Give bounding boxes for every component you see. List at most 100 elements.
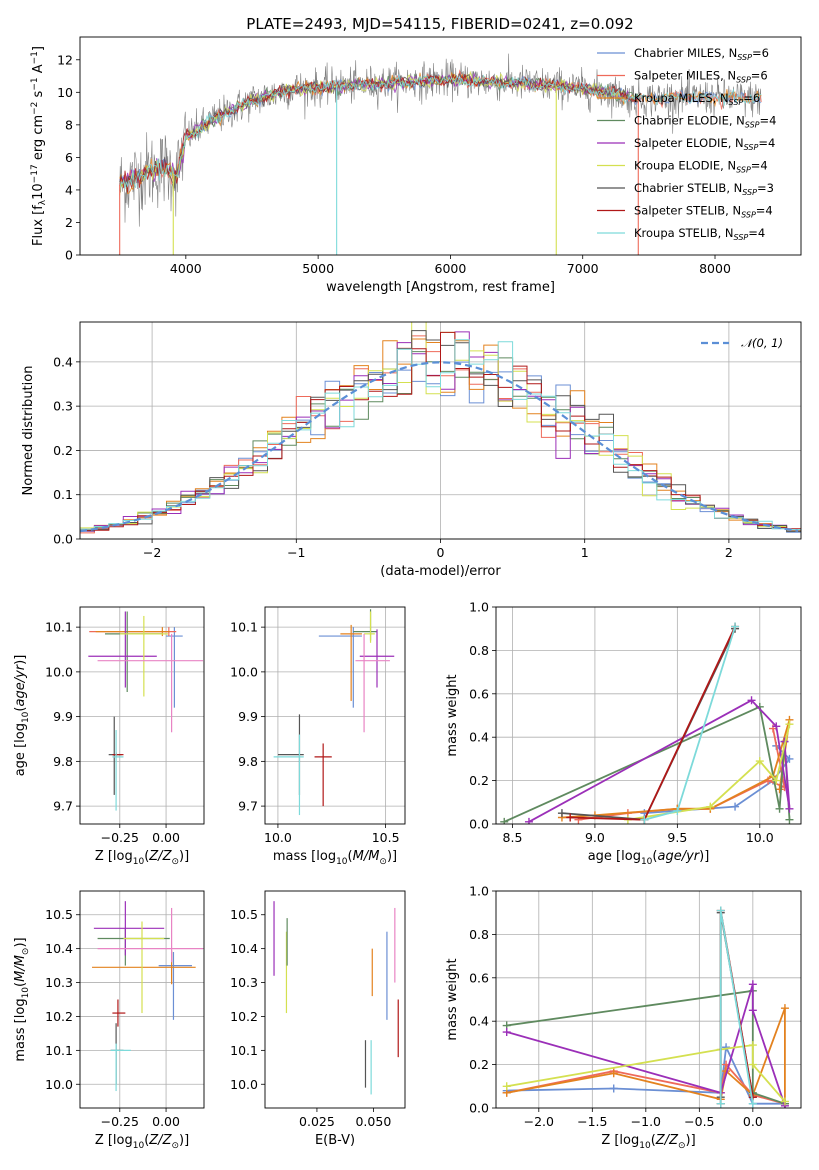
legend-entry: Chabrier ELODIE, NSSP=4: [634, 114, 776, 130]
spectrum-xtick-label: 5000: [302, 261, 334, 276]
mass-vs-Z-xlabel: Z [log10(Z/Z⊙)]: [95, 1133, 189, 1151]
weight-point-marker: [502, 1082, 511, 1091]
residuals-xtick-label: 2: [725, 545, 733, 560]
age-vs-mass-ytick-label: 9.8: [238, 754, 258, 769]
spectrum-frame: [79, 36, 802, 256]
age-vs-Z-frame: [79, 606, 205, 825]
mass-vs-Z-ytick-label: 10.5: [45, 907, 73, 922]
weight-point-marker: [731, 622, 740, 631]
weight-point-marker: [748, 1006, 757, 1015]
residuals-xtick-label: 1: [581, 545, 589, 560]
age-vs-Z-ytick-label: 10.1: [45, 620, 73, 635]
mass-vs-EBV-ytick-label: 10.0: [230, 1077, 258, 1092]
weight-vs-age-ylabel: mass weight: [445, 674, 460, 756]
weight-point-marker: [566, 813, 575, 822]
normal-curve: [80, 361, 799, 533]
weight-vs-age-ytick-label: 0.8: [469, 643, 489, 658]
weight-vs-age-plot-area: [500, 622, 794, 824]
weight-point-marker: [557, 809, 566, 818]
age-vs-Z-xtick-label: 0.00: [152, 830, 180, 845]
mass-vs-Z-ytick-label: 10.0: [45, 1077, 73, 1092]
weight-series-line: [561, 719, 791, 819]
weight-vs-age-xtick-label: 9.0: [585, 830, 605, 845]
weight-point-marker: [772, 776, 781, 785]
spectrum-ytick-label: 2: [65, 215, 73, 230]
weight-point-marker: [748, 1041, 757, 1050]
spectrum-ytick-label: 6: [65, 150, 73, 165]
spectrum-ytick-label: 0: [65, 248, 73, 263]
legend-entry: Kroupa STELIB, NSSP=4: [634, 226, 765, 242]
mass-vs-Z-ylabel: mass [log10(M/M⊙)]: [13, 937, 31, 1061]
weight-point-marker: [785, 815, 794, 824]
weight-point-marker: [780, 1004, 789, 1013]
weight-vs-Z-plot-area: [502, 906, 789, 1108]
legend-entry: 𝒩(0, 1): [741, 336, 783, 350]
age-vs-mass-xtick-label: 10.5: [372, 830, 400, 845]
legend-entry: Salpeter STELIB, NSSP=4: [634, 204, 773, 220]
age-vs-Z-ytick-label: 10.0: [45, 664, 73, 679]
weight-vs-age-xtick-label: 9.5: [667, 830, 687, 845]
spectrum-model-line: [119, 74, 639, 193]
weight-point-marker: [747, 696, 756, 705]
legend-entry: Chabrier MILES, NSSP=6: [634, 46, 769, 62]
residuals-xlabel: (data-model)/error: [380, 564, 501, 579]
mass-vs-EBV-xlabel: E(B-V): [315, 1133, 355, 1148]
residuals-xtick-label: −2: [143, 545, 161, 560]
weight-vs-Z-xtick-label: −1.5: [577, 1114, 607, 1129]
mass-vs-Z-ytick-label: 10.3: [45, 975, 73, 990]
spectrum-ytick-label: 10: [57, 85, 73, 100]
age-vs-mass-xtick-label: 10.0: [264, 830, 292, 845]
age-vs-Z-ytick-label: 9.7: [53, 799, 73, 814]
age-vs-mass-ytick-label: 9.9: [238, 709, 258, 724]
weight-vs-age-frame: [495, 606, 802, 825]
mass-vs-Z-frame: [79, 890, 205, 1109]
weight-point-marker: [748, 1060, 757, 1069]
mass-vs-EBV-ytick-label: 10.3: [230, 975, 258, 990]
spectrum-model-line: [119, 72, 639, 187]
legend-entry: Kroupa ELODIE, NSSP=4: [634, 159, 768, 175]
weight-point-marker: [748, 980, 757, 989]
spectrum-xtick-label: 7000: [567, 261, 599, 276]
mass-vs-Z-panel: −0.25 0.00 10.0 10.1 10.2 10.3 10.4 10.5 Z [log1…: [13, 890, 205, 1151]
weight-vs-Z-ytick-label: 0.8: [469, 927, 489, 942]
weight-point-marker: [722, 1043, 731, 1052]
weight-point-marker: [524, 817, 533, 824]
residual-histogram: [80, 339, 801, 530]
spectrum-plot-area: [119, 53, 762, 255]
spectrum-ytick-label: 4: [65, 182, 73, 197]
legend-entry: Salpeter MILES, NSSP=6: [634, 69, 768, 85]
mass-vs-Z-xtick-label: −0.25: [101, 1114, 139, 1129]
weight-vs-Z-xtick-label: −1.0: [631, 1114, 661, 1129]
weight-vs-Z-ytick-label: 0.2: [469, 1057, 489, 1072]
legend-entry: Salpeter ELODIE, NSSP=4: [634, 136, 775, 152]
spectrum-model-line: [119, 70, 639, 196]
mass-vs-EBV-plot-area: [273, 901, 399, 1095]
residuals-ytick-label: 0.2: [53, 443, 73, 458]
age-vs-mass-ytick-label: 10.1: [230, 620, 258, 635]
residuals-xtick-label: 0: [437, 545, 445, 560]
weight-vs-Z-xtick-label: 0.0: [743, 1114, 763, 1129]
mass-vs-Z-ytick-label: 10.4: [45, 941, 73, 956]
weight-vs-Z-frame: [495, 890, 802, 1109]
weight-vs-age-ytick-label: 0.4: [469, 730, 489, 745]
weight-vs-Z-xtick-label: −0.5: [684, 1114, 714, 1129]
spectrum-xtick-label: 8000: [699, 261, 731, 276]
weight-vs-age-xlabel: age [log10(age/yr)]: [588, 849, 710, 867]
age-vs-Z-xtick-label: −0.25: [101, 830, 139, 845]
residuals-panel: −2 −1 0 1 2 0.0 0.1 0.2 0.3 0.4 (data-model)/error…: [21, 321, 802, 579]
weight-point-marker: [748, 1099, 757, 1108]
mass-vs-Z-xtick-label: 0.00: [152, 1114, 180, 1129]
age-vs-mass-xlabel: mass [log10(M/M⊙)]: [273, 849, 397, 867]
mass-vs-EBV-panel: 0.025 0.050 10.0 10.1 10.2 10.3 10.4 10.5 E(B-V): [230, 890, 406, 1148]
residual-histogram: [80, 331, 801, 531]
weight-point-marker: [780, 1097, 789, 1106]
age-vs-mass-ytick-label: 10.0: [230, 664, 258, 679]
weight-vs-Z-ytick-label: 0.4: [469, 1014, 489, 1029]
weight-vs-Z-ytick-label: 1.0: [469, 884, 489, 899]
age-vs-mass-frame: [264, 606, 406, 825]
weight-point-marker: [609, 1069, 618, 1078]
age-vs-Z-ytick-label: 9.8: [53, 754, 73, 769]
age-vs-mass-ytick-label: 9.7: [238, 799, 258, 814]
spectrum-panel: 4000 5000 6000 7000 8000 0 2 4 6 8 10 12 wavelength …: [30, 36, 802, 295]
weight-series-line: [506, 1043, 785, 1105]
